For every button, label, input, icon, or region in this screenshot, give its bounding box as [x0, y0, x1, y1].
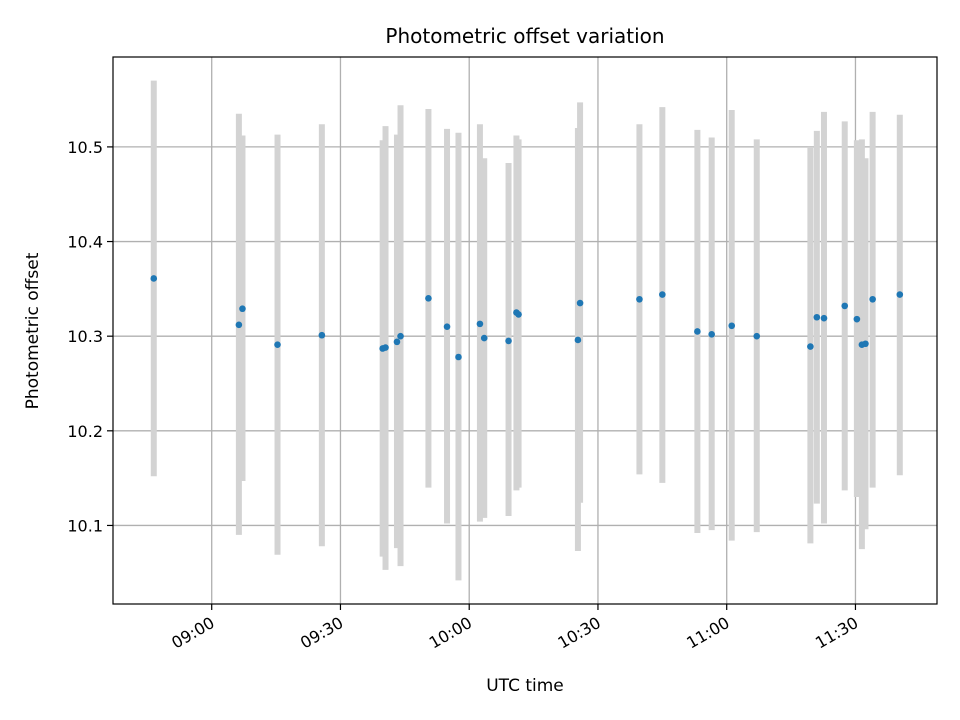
data-point — [443, 323, 451, 331]
data-point — [694, 328, 701, 335]
data-point — [896, 291, 904, 298]
plot-frame — [112, 56, 938, 605]
data-point — [515, 311, 522, 318]
data-point — [807, 343, 814, 350]
data-point — [820, 314, 828, 322]
x-tick-label: 09:00 — [168, 613, 217, 653]
data-point — [150, 275, 158, 282]
data-point — [841, 302, 849, 310]
data-point — [753, 332, 761, 340]
data-point — [869, 295, 876, 303]
y-tick-label: 10.3 — [67, 327, 103, 346]
y-tick-label: 10.1 — [67, 516, 103, 535]
data-point — [813, 313, 821, 321]
data-point — [235, 321, 243, 329]
data-point — [425, 295, 432, 302]
y-tick-label: 10.4 — [67, 233, 103, 252]
y-tick-label: 10.2 — [67, 422, 103, 441]
data-point — [636, 295, 643, 303]
x-tick-label: 11:00 — [683, 613, 732, 653]
data-point — [862, 340, 869, 348]
data-point — [728, 322, 736, 330]
data-point — [574, 336, 582, 344]
data-point — [274, 341, 281, 348]
errorbar-layer — [150, 80, 903, 581]
data-point — [455, 353, 462, 361]
data-point — [382, 344, 389, 351]
x-tick-label: 10:00 — [426, 613, 475, 653]
x-tick-label: 10:30 — [555, 613, 604, 653]
data-point — [708, 330, 715, 338]
tick-layer: 09:00 09:30 10:00 10:30 11:00 11:30 10.1 10.2 10… — [67, 138, 861, 653]
data-point — [318, 331, 326, 339]
x-tick-label: 11:30 — [812, 613, 861, 653]
marker-layer — [150, 275, 904, 361]
chart-title: Photometric offset variation — [385, 24, 664, 48]
y-tick-label: 10.5 — [67, 138, 103, 157]
data-point — [393, 338, 401, 346]
data-point — [505, 337, 512, 345]
x-tick-label: 09:30 — [297, 613, 346, 653]
data-point — [476, 320, 484, 328]
data-point — [239, 305, 246, 313]
data-point — [480, 334, 488, 342]
data-point — [397, 332, 404, 340]
x-axis-title: UTC time — [486, 676, 564, 696]
data-point — [576, 299, 584, 307]
data-point — [659, 291, 666, 298]
y-axis-title: Photometric offset — [23, 252, 43, 409]
data-point — [853, 315, 861, 323]
